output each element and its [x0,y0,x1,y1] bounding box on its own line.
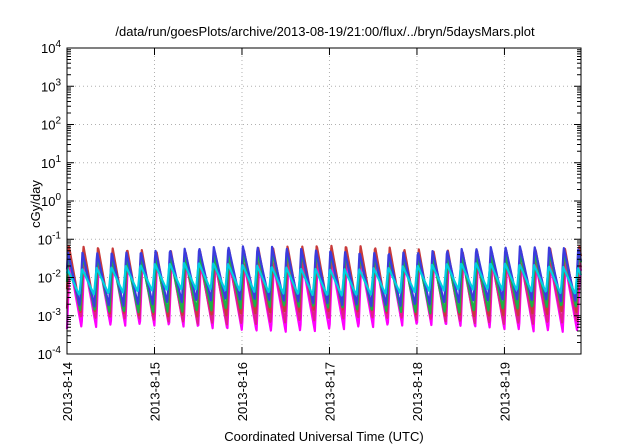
y-tick-label: 102 [41,116,61,133]
y-tick-label: 100 [41,192,61,209]
x-tick-label: 2013-8-16 [235,362,250,421]
y-tick-label: 101 [41,154,61,171]
x-tick-label: 2013-8-19 [497,362,512,421]
y-tick-label: 10-3 [38,307,62,324]
series-layer [65,244,583,333]
plot-frame [66,47,582,355]
y-tick-label: 10-2 [38,269,62,286]
x-tick-label: 2013-8-18 [410,362,425,421]
y-axis-label: cGy/day [28,180,43,228]
x-tick-label: 2013-8-17 [322,362,337,421]
x-tick-label: 2013-8-15 [147,362,162,421]
y-tick-label: 103 [41,77,61,94]
x-tick-labels: 2013-8-14 2013-8-15 2013-8-16 2013-8-17 2013… [60,362,512,421]
grid-lines [67,48,581,354]
y-tick-label: 104 [41,39,61,56]
series-line [65,262,583,297]
axis-ticks [66,47,581,355]
y-tick-label: 10-4 [38,345,62,362]
chart-title: /data/run/goesPlots/archive/2013-08-19/2… [115,24,535,39]
y-tick-labels: 10-4 10-3 10-2 10-1 100 101 102 103 104 [38,39,62,362]
x-tick-label: 2013-8-14 [60,362,75,421]
y-tick-label: 10-1 [38,230,62,247]
x-axis-label: Coordinated Universal Time (UTC) [224,429,423,444]
